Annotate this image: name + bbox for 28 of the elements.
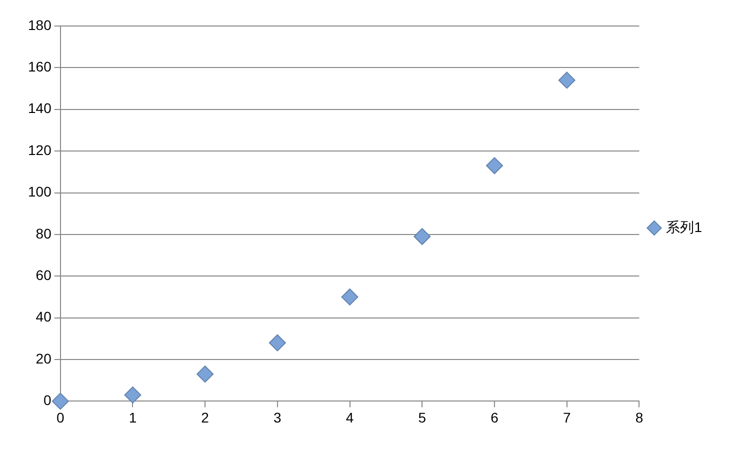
y-tick-label: 80: [36, 225, 52, 242]
y-tick-label: 160: [28, 58, 52, 75]
x-tick-label: 2: [201, 409, 210, 426]
point: [414, 228, 431, 246]
point: [341, 288, 358, 306]
y-tick-label: 60: [36, 266, 52, 283]
point: [268, 334, 286, 352]
x-tick-label: 1: [128, 409, 137, 426]
point: [52, 392, 69, 410]
x-tick-label: 3: [274, 409, 282, 426]
x-tick-label: 4: [346, 409, 354, 426]
y-tick-label: 0: [44, 392, 52, 408]
y-tick-label: 100: [28, 184, 52, 200]
x-tick-label: 8: [635, 409, 644, 426]
y-tick-label: 120: [28, 142, 52, 158]
y-tick-label: 20: [36, 350, 52, 366]
point: [196, 366, 214, 383]
x-tick-label: 0: [56, 409, 64, 426]
point: [486, 157, 503, 174]
x-tick-label: 6: [490, 409, 499, 426]
x-tick-label: 7: [562, 409, 571, 426]
x-tick-label: 5: [418, 409, 426, 426]
y-tick-label: 140: [28, 100, 52, 116]
point: [124, 386, 142, 404]
y-tick-label: 180: [28, 16, 52, 33]
point: [558, 72, 576, 89]
y-tick-label: 40: [36, 308, 52, 325]
legend-label: 系列1: [666, 218, 702, 235]
